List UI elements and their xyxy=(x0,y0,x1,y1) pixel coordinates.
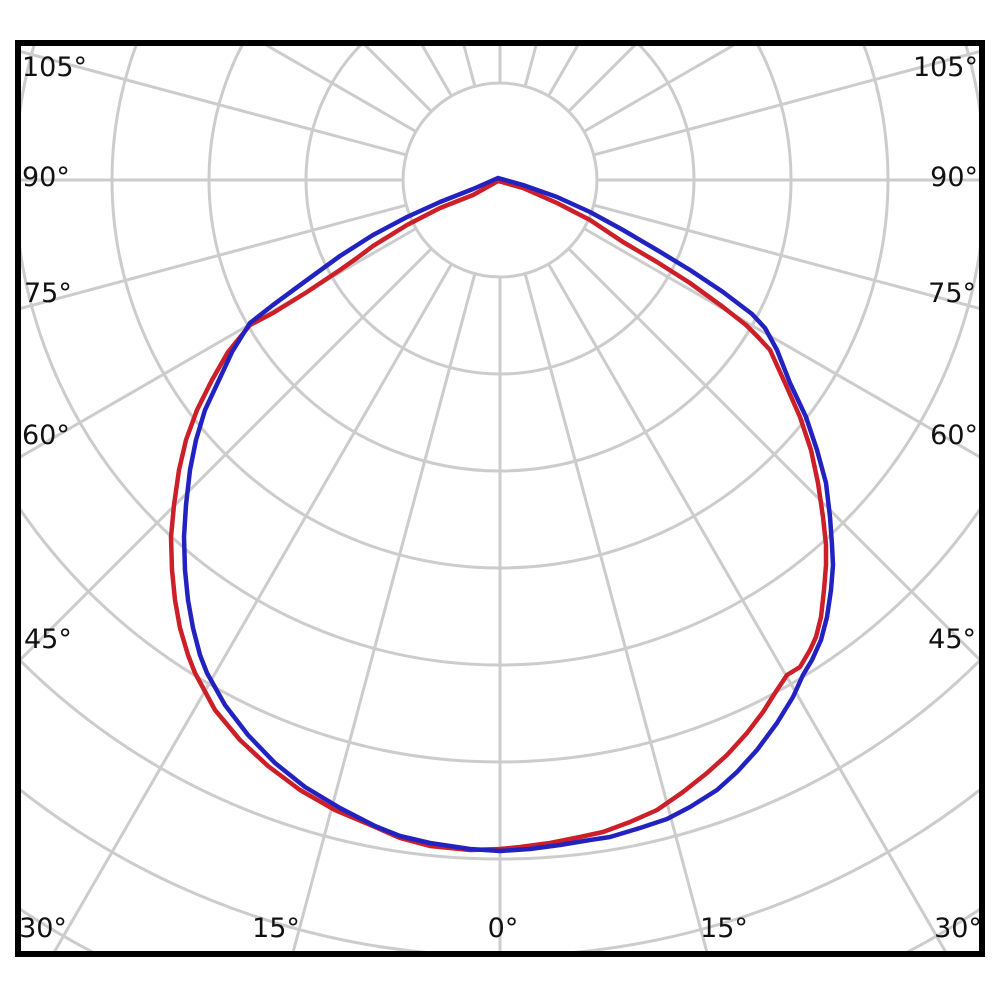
diagram-frame xyxy=(15,40,985,957)
angle-label: 75° xyxy=(928,278,976,309)
intensity-curve-blue xyxy=(181,175,836,854)
intensity-curve-red xyxy=(168,178,829,853)
angle-label: 105° xyxy=(913,52,978,83)
angle-label: 30° xyxy=(19,913,67,944)
angle-labels-right: 105° 90° 75° 60° 45° xyxy=(913,52,978,655)
grid-spoke xyxy=(583,227,979,459)
angle-label: 30° xyxy=(934,913,982,944)
grid-spoke xyxy=(291,273,477,951)
grid-spoke xyxy=(593,50,979,157)
angle-label: 15° xyxy=(700,913,748,944)
angle-label: 45° xyxy=(928,624,976,655)
grid-spoke xyxy=(21,50,407,157)
angle-label: 15° xyxy=(252,913,300,944)
grid-spoke xyxy=(21,203,407,310)
grid-spoke xyxy=(593,203,979,310)
grid-spoke xyxy=(53,263,453,951)
grid-spoke xyxy=(21,227,417,459)
angle-label: 0° xyxy=(488,913,519,944)
angle-label: 105° xyxy=(22,52,87,83)
grid-spoke xyxy=(547,263,947,951)
angle-label: 60° xyxy=(930,420,978,451)
angle-label: 90° xyxy=(930,162,978,193)
angle-label: 45° xyxy=(24,624,72,655)
grid-spoke xyxy=(21,247,433,662)
angle-labels-bottom: 30° 15° 0° 15° 30° xyxy=(19,913,982,944)
grid-spoke xyxy=(523,273,709,951)
angle-label: 60° xyxy=(22,420,70,451)
angle-labels-left: 105° 90° 75° 60° 45° xyxy=(22,52,87,655)
angle-label: 75° xyxy=(24,278,72,309)
angle-label: 90° xyxy=(22,162,70,193)
grid-spoke xyxy=(567,247,979,662)
